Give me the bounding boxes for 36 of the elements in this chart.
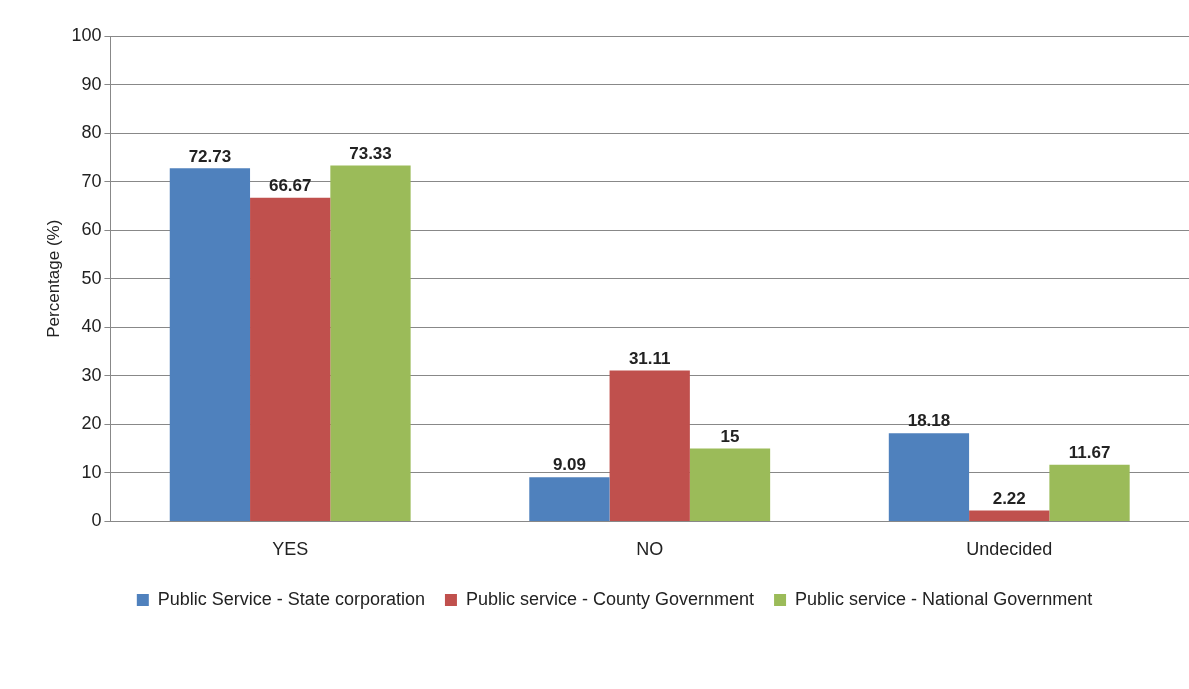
data-label: 72.73 — [188, 146, 232, 166]
bar — [169, 168, 251, 521]
legend-label: Public service - National Government — [795, 588, 1093, 609]
y-tick-label: 10 — [81, 461, 102, 482]
bar — [250, 197, 331, 521]
y-tick-label: 0 — [91, 510, 102, 531]
x-tick-label: Undecided — [966, 539, 1053, 560]
y-tick-label: 60 — [81, 219, 102, 240]
legend-label: Public Service - State corporation — [157, 588, 425, 609]
y-tick-label: 30 — [81, 364, 102, 385]
x-tick-label: NO — [636, 539, 664, 560]
y-tick-label: 90 — [81, 73, 102, 94]
data-label: 18.18 — [907, 411, 951, 431]
data-label: 9.09 — [552, 455, 586, 475]
bar — [1049, 464, 1130, 521]
data-label: 15 — [720, 426, 740, 446]
bar — [689, 448, 771, 521]
bar — [330, 165, 411, 521]
data-label: 31.11 — [628, 348, 671, 368]
bar — [969, 510, 1050, 521]
data-label: 11.67 — [1068, 442, 1111, 462]
y-tick-label: 20 — [81, 413, 102, 434]
data-label: 66.67 — [268, 175, 312, 195]
y-tick-label: 40 — [81, 316, 102, 337]
y-axis-title: Percentage (%) — [43, 219, 63, 338]
y-tick-label: 100 — [71, 24, 102, 45]
data-label: 73.33 — [349, 143, 392, 163]
bar — [609, 370, 690, 521]
y-tick-label: 70 — [81, 170, 102, 191]
y-tick-label: 50 — [81, 267, 102, 288]
y-tick-label: 80 — [81, 122, 102, 143]
bar — [529, 477, 610, 521]
data-label: 2.22 — [992, 488, 1026, 508]
x-tick-label: YES — [272, 539, 309, 560]
bar — [888, 433, 970, 521]
legend-label: Public service - County Government — [465, 588, 755, 609]
